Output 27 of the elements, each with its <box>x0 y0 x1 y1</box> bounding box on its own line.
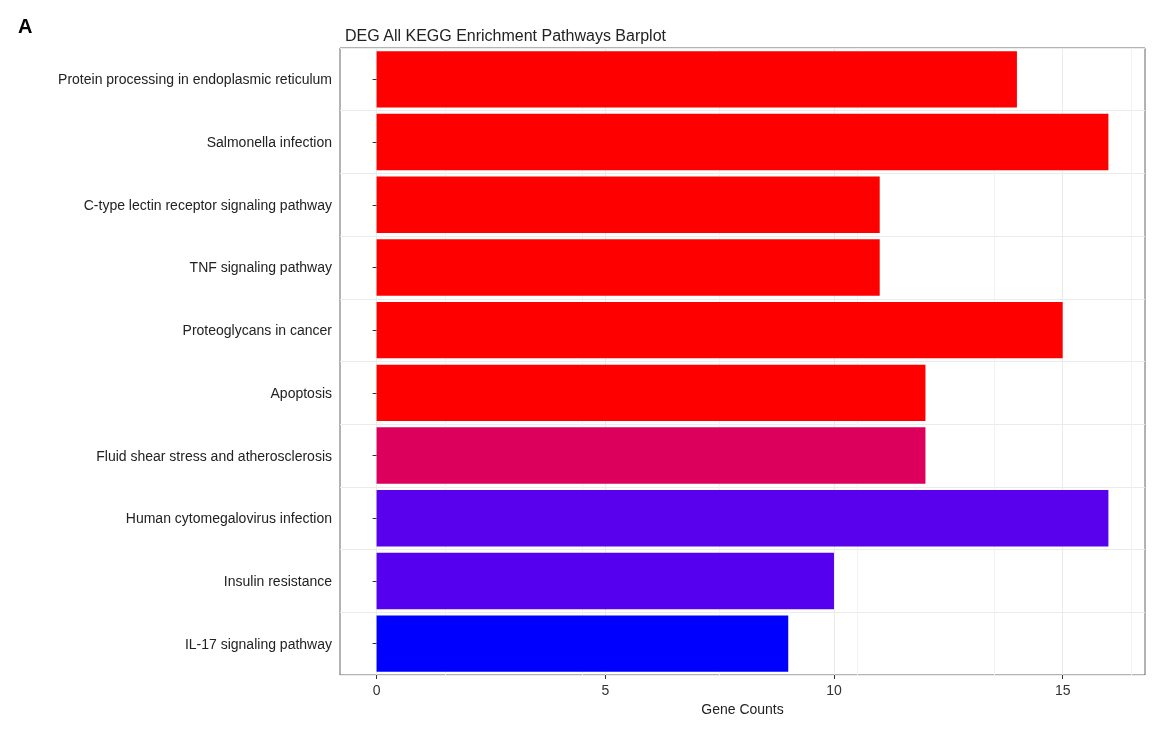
bar <box>376 301 1063 359</box>
bar <box>376 113 1109 171</box>
y-tick-label: Proteoglycans in cancer <box>182 322 333 339</box>
y-tick-label: IL-17 signaling pathway <box>184 635 332 652</box>
y-tick-label: Human cytomegalovirus infection <box>125 510 332 527</box>
y-tick-label: Protein processing in endoplasmic reticulum <box>58 71 332 88</box>
bar <box>376 552 834 610</box>
bar <box>376 239 880 296</box>
bar <box>376 364 926 422</box>
bar <box>376 490 1109 547</box>
x-tick-label: 0 <box>372 682 381 698</box>
x-axis-title: Gene Counts <box>701 700 784 717</box>
bar <box>376 427 926 484</box>
bar <box>376 615 789 672</box>
y-tick-label: Fluid shear stress and atherosclerosis <box>96 447 332 464</box>
y-tick-label: TNF signaling pathway <box>189 259 332 276</box>
y-tick-label: C-type lectin receptor signaling pathway <box>83 196 332 213</box>
x-tick-label: 5 <box>601 682 610 698</box>
y-tick-label: Salmonella infection <box>206 134 332 151</box>
text: A <box>18 15 33 37</box>
y-tick-label: Insulin resistance <box>223 572 333 589</box>
chart-title: DEG All KEGG Enrichment Pathways Barplot <box>345 26 667 44</box>
x-tick-label: 10 <box>826 682 842 698</box>
bar <box>376 176 880 233</box>
x-tick-label: 15 <box>1054 682 1071 698</box>
y-tick-label: Apoptosis <box>270 384 332 401</box>
bar <box>376 51 1017 108</box>
